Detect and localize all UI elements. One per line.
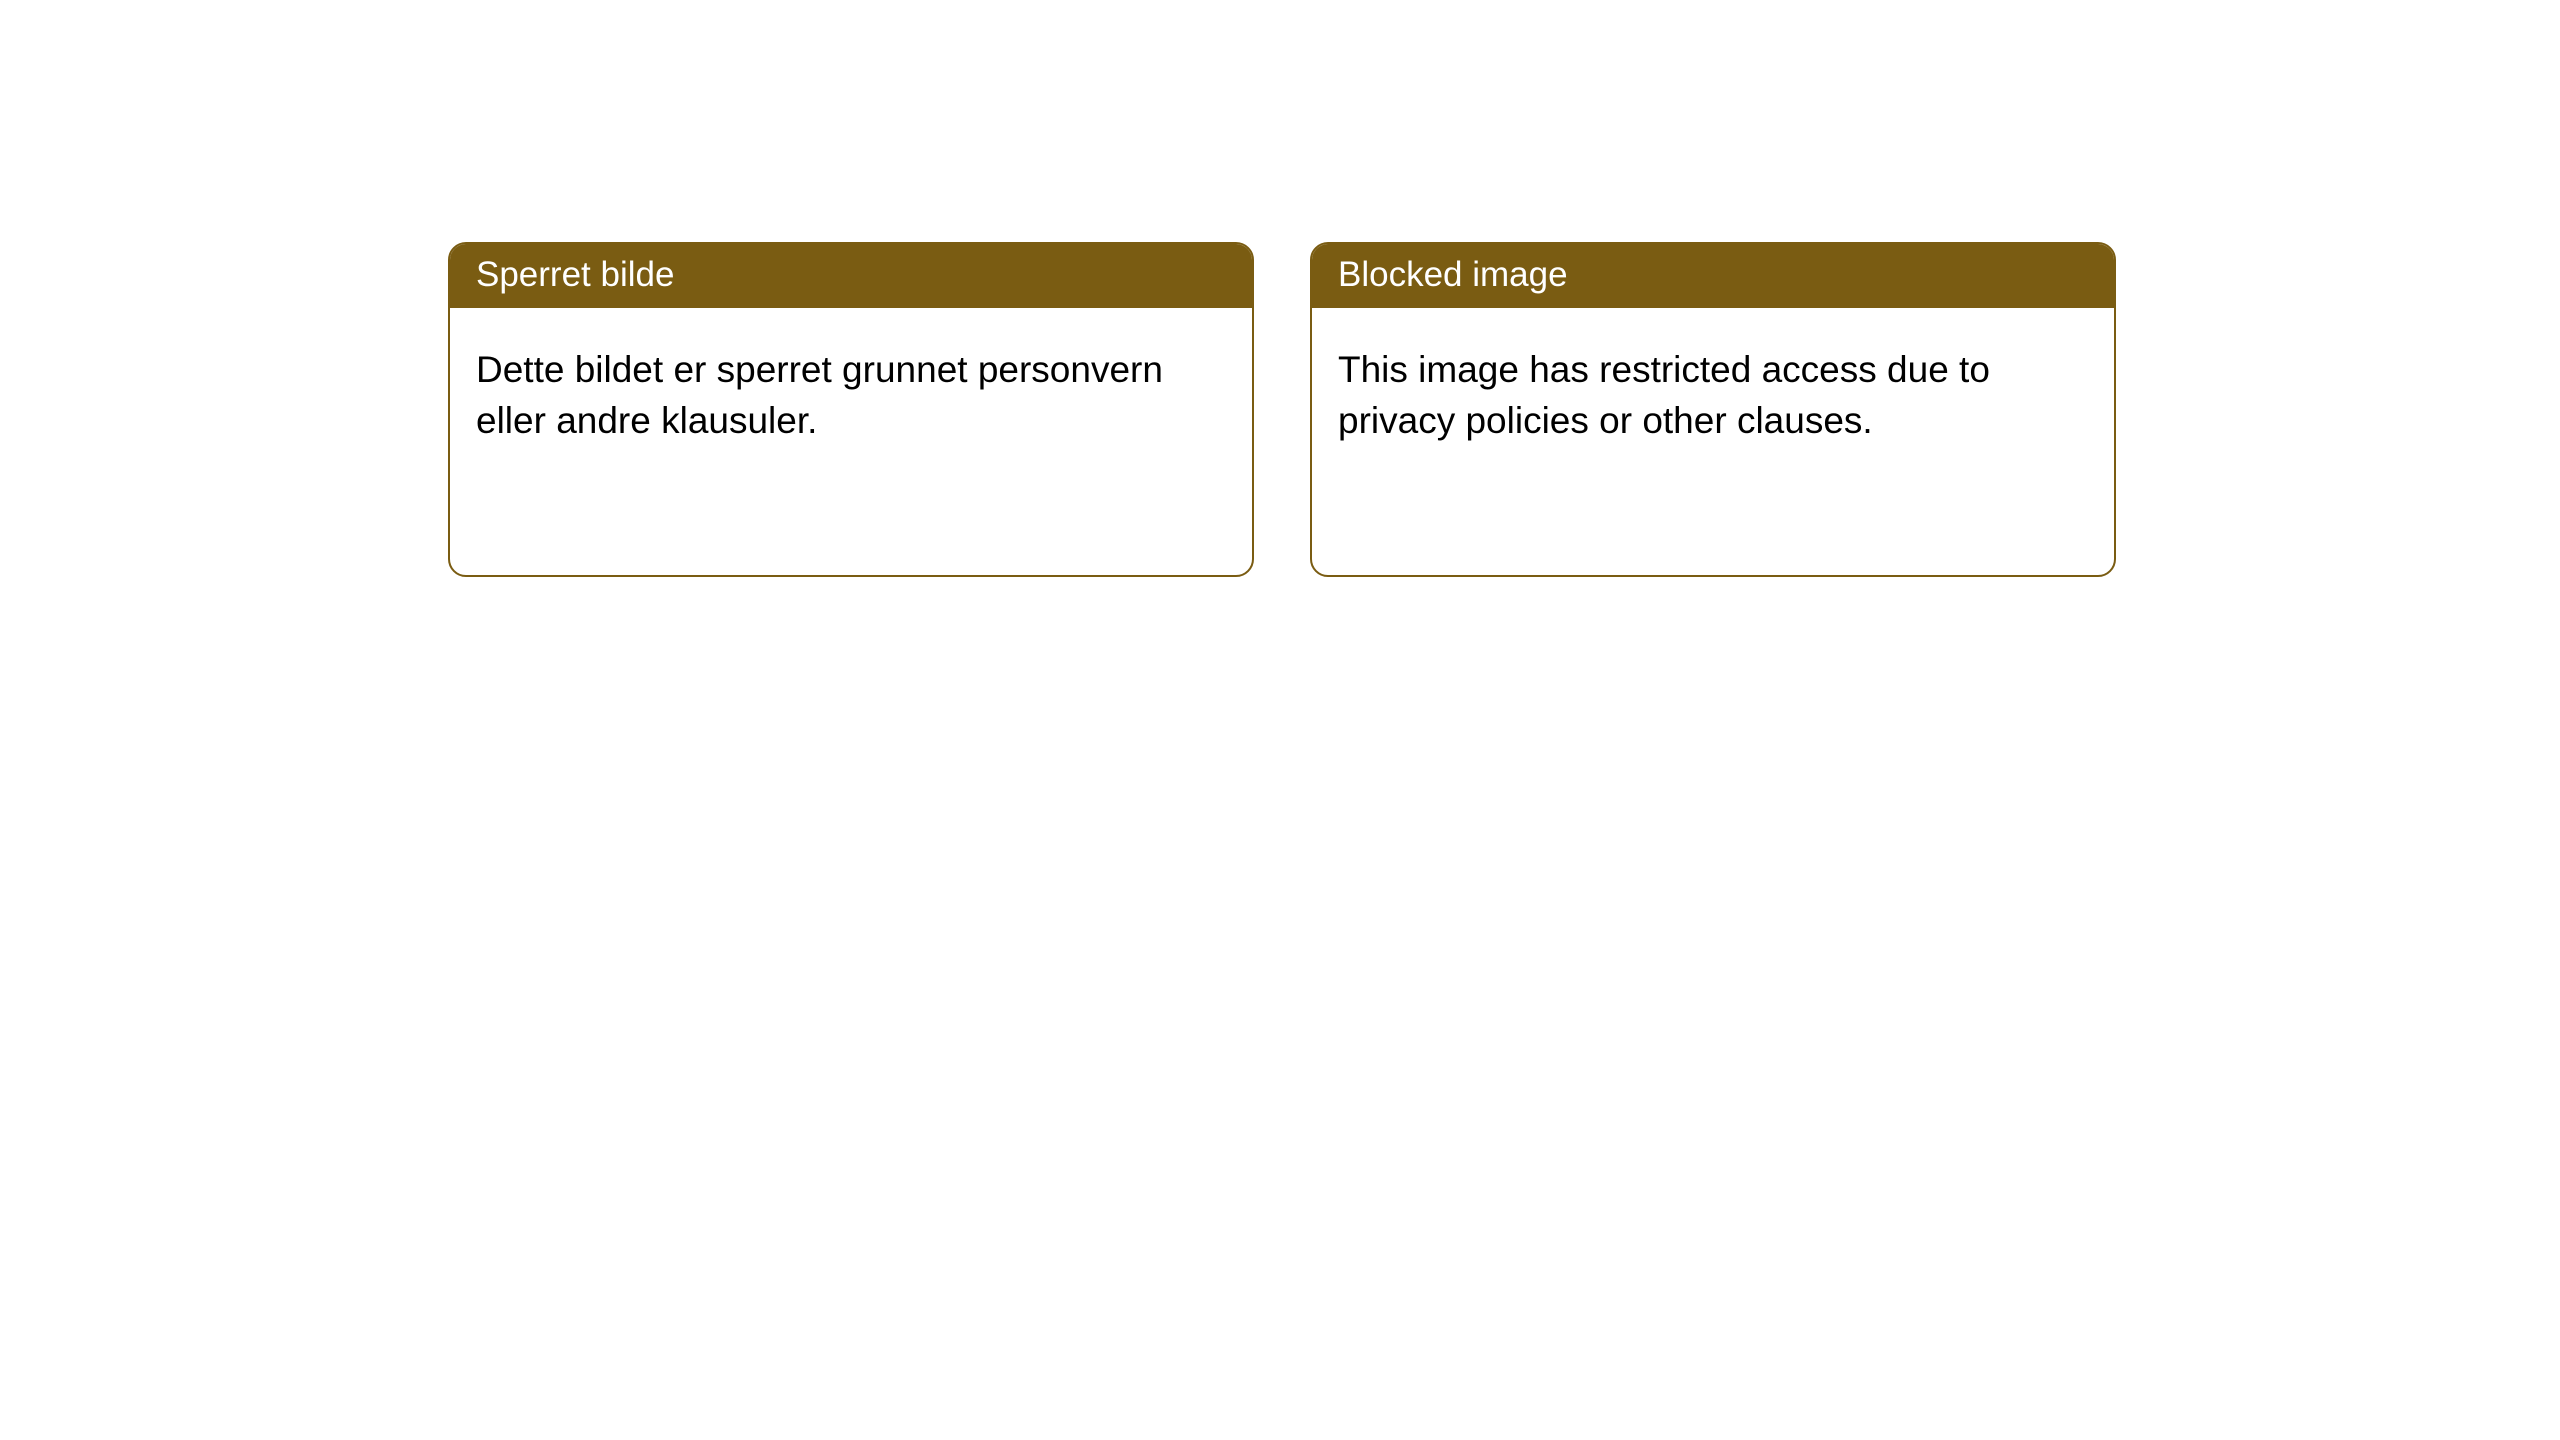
- card-header: Blocked image: [1312, 244, 2114, 308]
- card-header: Sperret bilde: [450, 244, 1252, 308]
- notice-card-english: Blocked image This image has restricted …: [1310, 242, 2116, 577]
- notice-cards-container: Sperret bilde Dette bildet er sperret gr…: [0, 0, 2560, 577]
- card-body: Dette bildet er sperret grunnet personve…: [450, 308, 1252, 472]
- notice-card-norwegian: Sperret bilde Dette bildet er sperret gr…: [448, 242, 1254, 577]
- card-body: This image has restricted access due to …: [1312, 308, 2114, 472]
